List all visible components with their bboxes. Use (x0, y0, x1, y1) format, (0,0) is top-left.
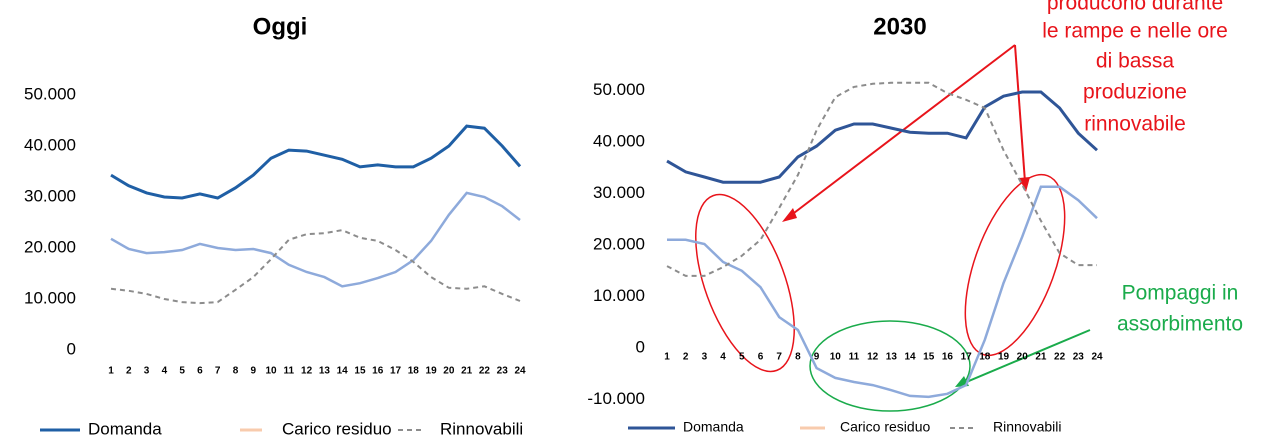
x-tick-label: 10 (265, 366, 277, 377)
y-tick-label: 40.000 (24, 135, 76, 154)
annotation-text: rinnovabile (1084, 113, 1186, 136)
x-tick-label: 8 (795, 352, 801, 363)
x-tick-label: 9 (814, 352, 820, 363)
arrow (1014, 44, 1026, 183)
series-line (110, 191, 521, 288)
legend-label: Carico residuo (840, 419, 930, 435)
y-tick-label: 50.000 (593, 80, 645, 99)
legend-label: Rinnovabili (440, 419, 523, 438)
x-tick-label: 4 (162, 366, 168, 377)
chart-title: 2030 (873, 13, 926, 40)
x-tick-label: 24 (514, 366, 526, 377)
x-tick-label: 7 (215, 366, 221, 377)
x-tick-label: 23 (497, 366, 509, 377)
legend-label: Carico residuo (282, 419, 392, 438)
x-tick-label: 19 (998, 352, 1010, 363)
highlight-ellipse (964, 173, 1066, 357)
y-tick-label: 20.000 (24, 237, 76, 256)
annotation-shapes (695, 44, 1091, 412)
x-tick-label: 4 (720, 352, 726, 363)
x-tick-label: 1 (108, 366, 114, 377)
x-tick-label: 11 (849, 352, 860, 363)
annotation-text: produzione (1083, 81, 1187, 104)
x-tick-label: 2 (683, 352, 689, 363)
x-tick-label: 12 (867, 352, 879, 363)
annotation-text: di bassa (1096, 50, 1175, 73)
x-tick-label: 8 (233, 366, 239, 377)
y-tick-label: 30.000 (593, 183, 645, 202)
x-tick-label: 21 (1035, 352, 1047, 363)
y-tick-label: 50.000 (24, 84, 76, 103)
x-tick-label: 1 (664, 352, 670, 363)
x-tick-label: 16 (942, 352, 954, 363)
legend-label: Domanda (683, 419, 744, 435)
series-line (110, 124, 522, 200)
y-tick-label: 0 (636, 337, 645, 356)
annotation-text: assorbimento (1117, 313, 1243, 336)
y-tick-label: 0 (67, 339, 76, 358)
x-tick-label: 21 (461, 366, 473, 377)
series-line (110, 229, 521, 305)
x-tick-label: 13 (319, 366, 331, 377)
x-tick-label: 22 (1054, 352, 1066, 363)
x-tick-label: 18 (408, 366, 420, 377)
x-tick-label: 3 (702, 352, 708, 363)
series-line (667, 185, 1098, 399)
highlight-ellipse (809, 320, 971, 412)
x-tick-label: 2 (126, 366, 132, 377)
y-tick-label: 10.000 (24, 288, 76, 307)
arrow-head (1019, 177, 1030, 192)
series-line (666, 81, 1097, 277)
legend-label: Rinnovabili (993, 419, 1061, 435)
x-tick-label: 9 (250, 366, 256, 377)
highlight-ellipse (695, 193, 795, 373)
arrow (963, 329, 1091, 384)
x-tick-label: 15 (354, 366, 366, 377)
legend-label: Domanda (88, 419, 162, 438)
x-tick-label: 11 (284, 366, 295, 377)
annotation-text: Pompaggi in (1122, 282, 1239, 305)
x-tick-label: 5 (739, 352, 745, 363)
arrow-head (782, 208, 797, 222)
x-tick-label: 17 (961, 352, 973, 363)
x-tick-label: 3 (144, 366, 150, 377)
annotation-text: le rampe e nelle ore (1042, 20, 1228, 43)
y-tick-label: 40.000 (593, 131, 645, 150)
x-tick-label: 13 (886, 352, 898, 363)
x-tick-label: 20 (443, 366, 455, 377)
x-tick-label: 22 (479, 366, 491, 377)
x-tick-label: 5 (179, 366, 185, 377)
x-tick-label: 20 (1017, 352, 1029, 363)
x-tick-label: 24 (1091, 352, 1103, 363)
y-tick-label: 30.000 (24, 186, 76, 205)
y-tick-label: -10.000 (587, 389, 645, 408)
x-tick-label: 15 (923, 352, 935, 363)
x-tick-label: 19 (426, 366, 438, 377)
x-tick-label: 23 (1073, 352, 1085, 363)
x-tick-label: 7 (776, 352, 782, 363)
series-line (666, 90, 1099, 184)
x-tick-label: 16 (372, 366, 384, 377)
x-tick-label: 12 (301, 366, 313, 377)
chart-title: Oggi (253, 13, 308, 40)
y-tick-label: 20.000 (593, 234, 645, 253)
x-tick-label: 6 (197, 366, 203, 377)
x-tick-label: 14 (904, 352, 916, 363)
x-tick-label: 6 (758, 352, 764, 363)
y-tick-label: 10.000 (593, 286, 645, 305)
x-tick-label: 18 (979, 352, 991, 363)
annotation-text: producono durante (1047, 0, 1223, 15)
x-tick-label: 17 (390, 366, 402, 377)
x-tick-label: 10 (830, 352, 842, 363)
x-tick-label: 14 (337, 366, 349, 377)
